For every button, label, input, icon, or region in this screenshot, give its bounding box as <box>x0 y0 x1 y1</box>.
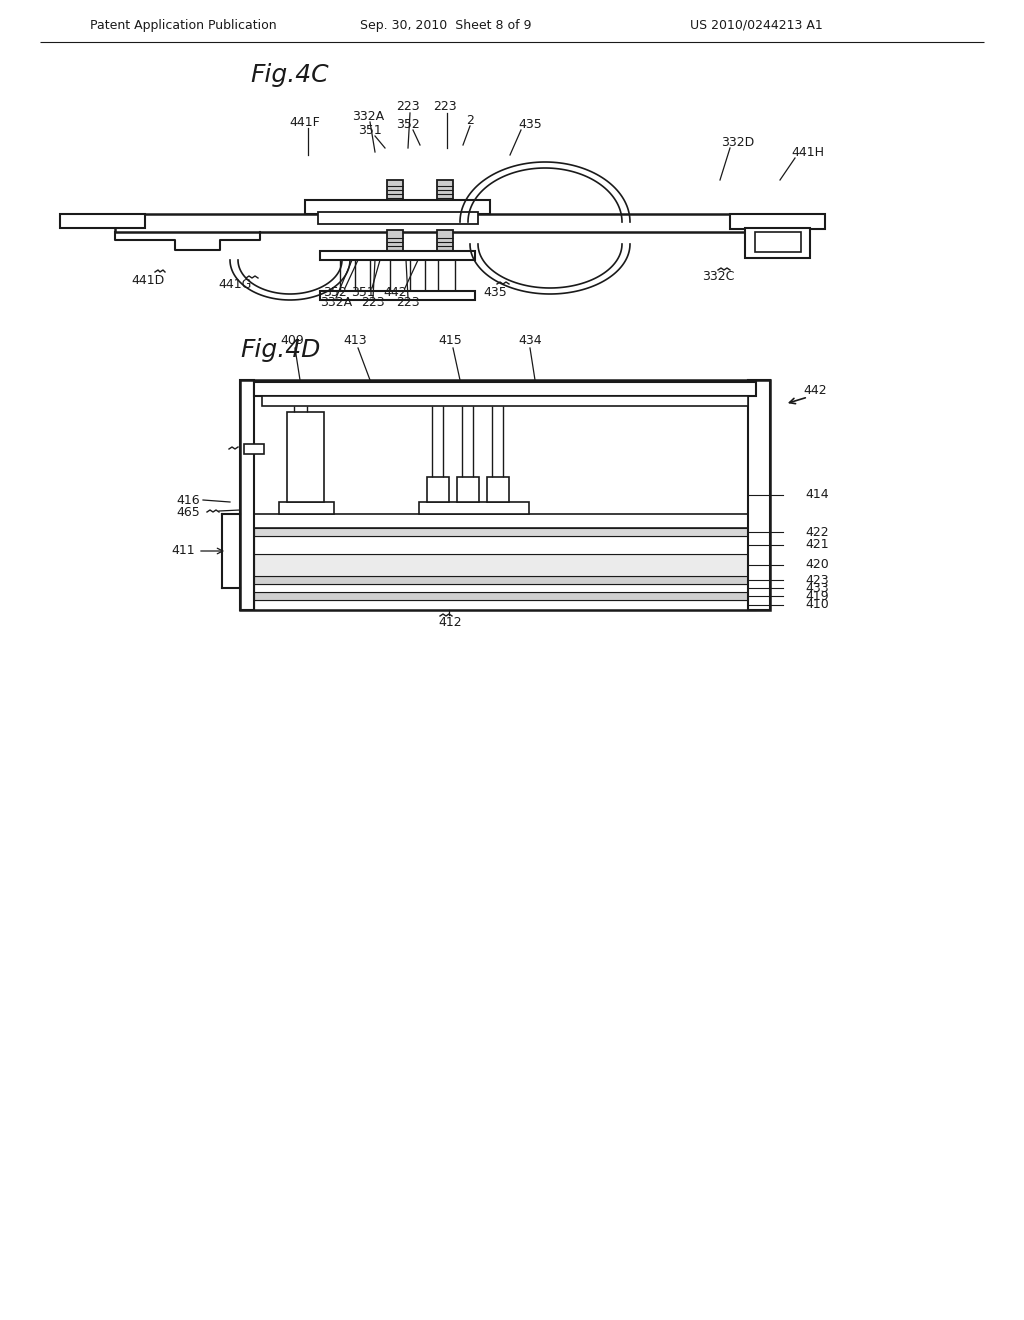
Text: 223: 223 <box>396 100 420 114</box>
Text: Fig.4C: Fig.4C <box>250 63 329 87</box>
Text: 412: 412 <box>438 615 462 628</box>
Text: 442: 442 <box>803 384 826 396</box>
Text: 352: 352 <box>396 117 420 131</box>
Text: 416: 416 <box>176 494 200 507</box>
Text: 419: 419 <box>805 590 828 602</box>
Text: 435: 435 <box>483 285 507 298</box>
Bar <box>254 528 756 536</box>
Text: 332C: 332C <box>701 271 734 284</box>
Bar <box>254 591 756 601</box>
Text: 422: 422 <box>805 525 828 539</box>
Text: 442: 442 <box>383 285 407 298</box>
Text: 351: 351 <box>358 124 382 136</box>
Bar <box>287 412 324 502</box>
Text: 433: 433 <box>805 582 828 594</box>
Bar <box>115 214 755 232</box>
Text: 441D: 441D <box>131 273 165 286</box>
Text: 352: 352 <box>324 285 347 298</box>
Bar <box>387 180 403 201</box>
Text: 434: 434 <box>518 334 542 346</box>
Text: 441F: 441F <box>290 116 321 128</box>
Bar <box>60 214 145 228</box>
Text: 223: 223 <box>433 100 457 114</box>
Text: 465: 465 <box>176 506 200 519</box>
Text: 420: 420 <box>805 558 828 572</box>
Text: 441H: 441H <box>792 145 824 158</box>
Bar <box>240 380 770 610</box>
Text: 415: 415 <box>438 334 462 346</box>
Bar <box>254 381 756 396</box>
Bar <box>748 380 770 610</box>
Bar <box>487 477 509 502</box>
Text: 414: 414 <box>805 488 828 502</box>
Text: 441G: 441G <box>218 279 252 292</box>
Text: Fig.4D: Fig.4D <box>240 338 321 362</box>
Text: 409: 409 <box>281 334 304 346</box>
Text: 223: 223 <box>396 296 420 309</box>
Bar <box>254 601 756 610</box>
Text: 413: 413 <box>343 334 367 346</box>
Bar <box>745 228 810 257</box>
Bar <box>240 380 254 610</box>
Bar <box>387 230 403 252</box>
Bar <box>262 396 748 407</box>
Text: Sep. 30, 2010  Sheet 8 of 9: Sep. 30, 2010 Sheet 8 of 9 <box>360 18 531 32</box>
Bar <box>254 554 756 576</box>
Text: 332A: 332A <box>352 110 384 123</box>
Bar <box>437 180 453 201</box>
Text: Patent Application Publication: Patent Application Publication <box>90 18 276 32</box>
Bar <box>319 251 475 260</box>
Bar <box>427 477 449 502</box>
Text: 411: 411 <box>171 544 195 557</box>
Bar <box>254 583 756 591</box>
Bar <box>730 214 825 228</box>
Bar <box>437 230 453 252</box>
Bar <box>254 513 756 528</box>
Text: 332D: 332D <box>721 136 755 149</box>
Text: 351: 351 <box>351 285 375 298</box>
Bar <box>254 576 756 583</box>
Bar <box>254 536 756 554</box>
Text: 2: 2 <box>466 114 474 127</box>
Bar <box>319 290 475 300</box>
Text: 435: 435 <box>518 117 542 131</box>
Bar <box>305 201 490 214</box>
Bar <box>244 444 264 454</box>
Bar <box>457 477 479 502</box>
Text: 332A: 332A <box>319 296 352 309</box>
Bar <box>279 502 334 513</box>
Text: US 2010/0244213 A1: US 2010/0244213 A1 <box>690 18 822 32</box>
Bar <box>419 502 529 513</box>
Bar <box>318 213 478 224</box>
Bar <box>755 232 801 252</box>
Text: 421: 421 <box>805 539 828 552</box>
Text: 223: 223 <box>361 296 385 309</box>
Text: 410: 410 <box>805 598 828 611</box>
Text: 423: 423 <box>805 573 828 586</box>
